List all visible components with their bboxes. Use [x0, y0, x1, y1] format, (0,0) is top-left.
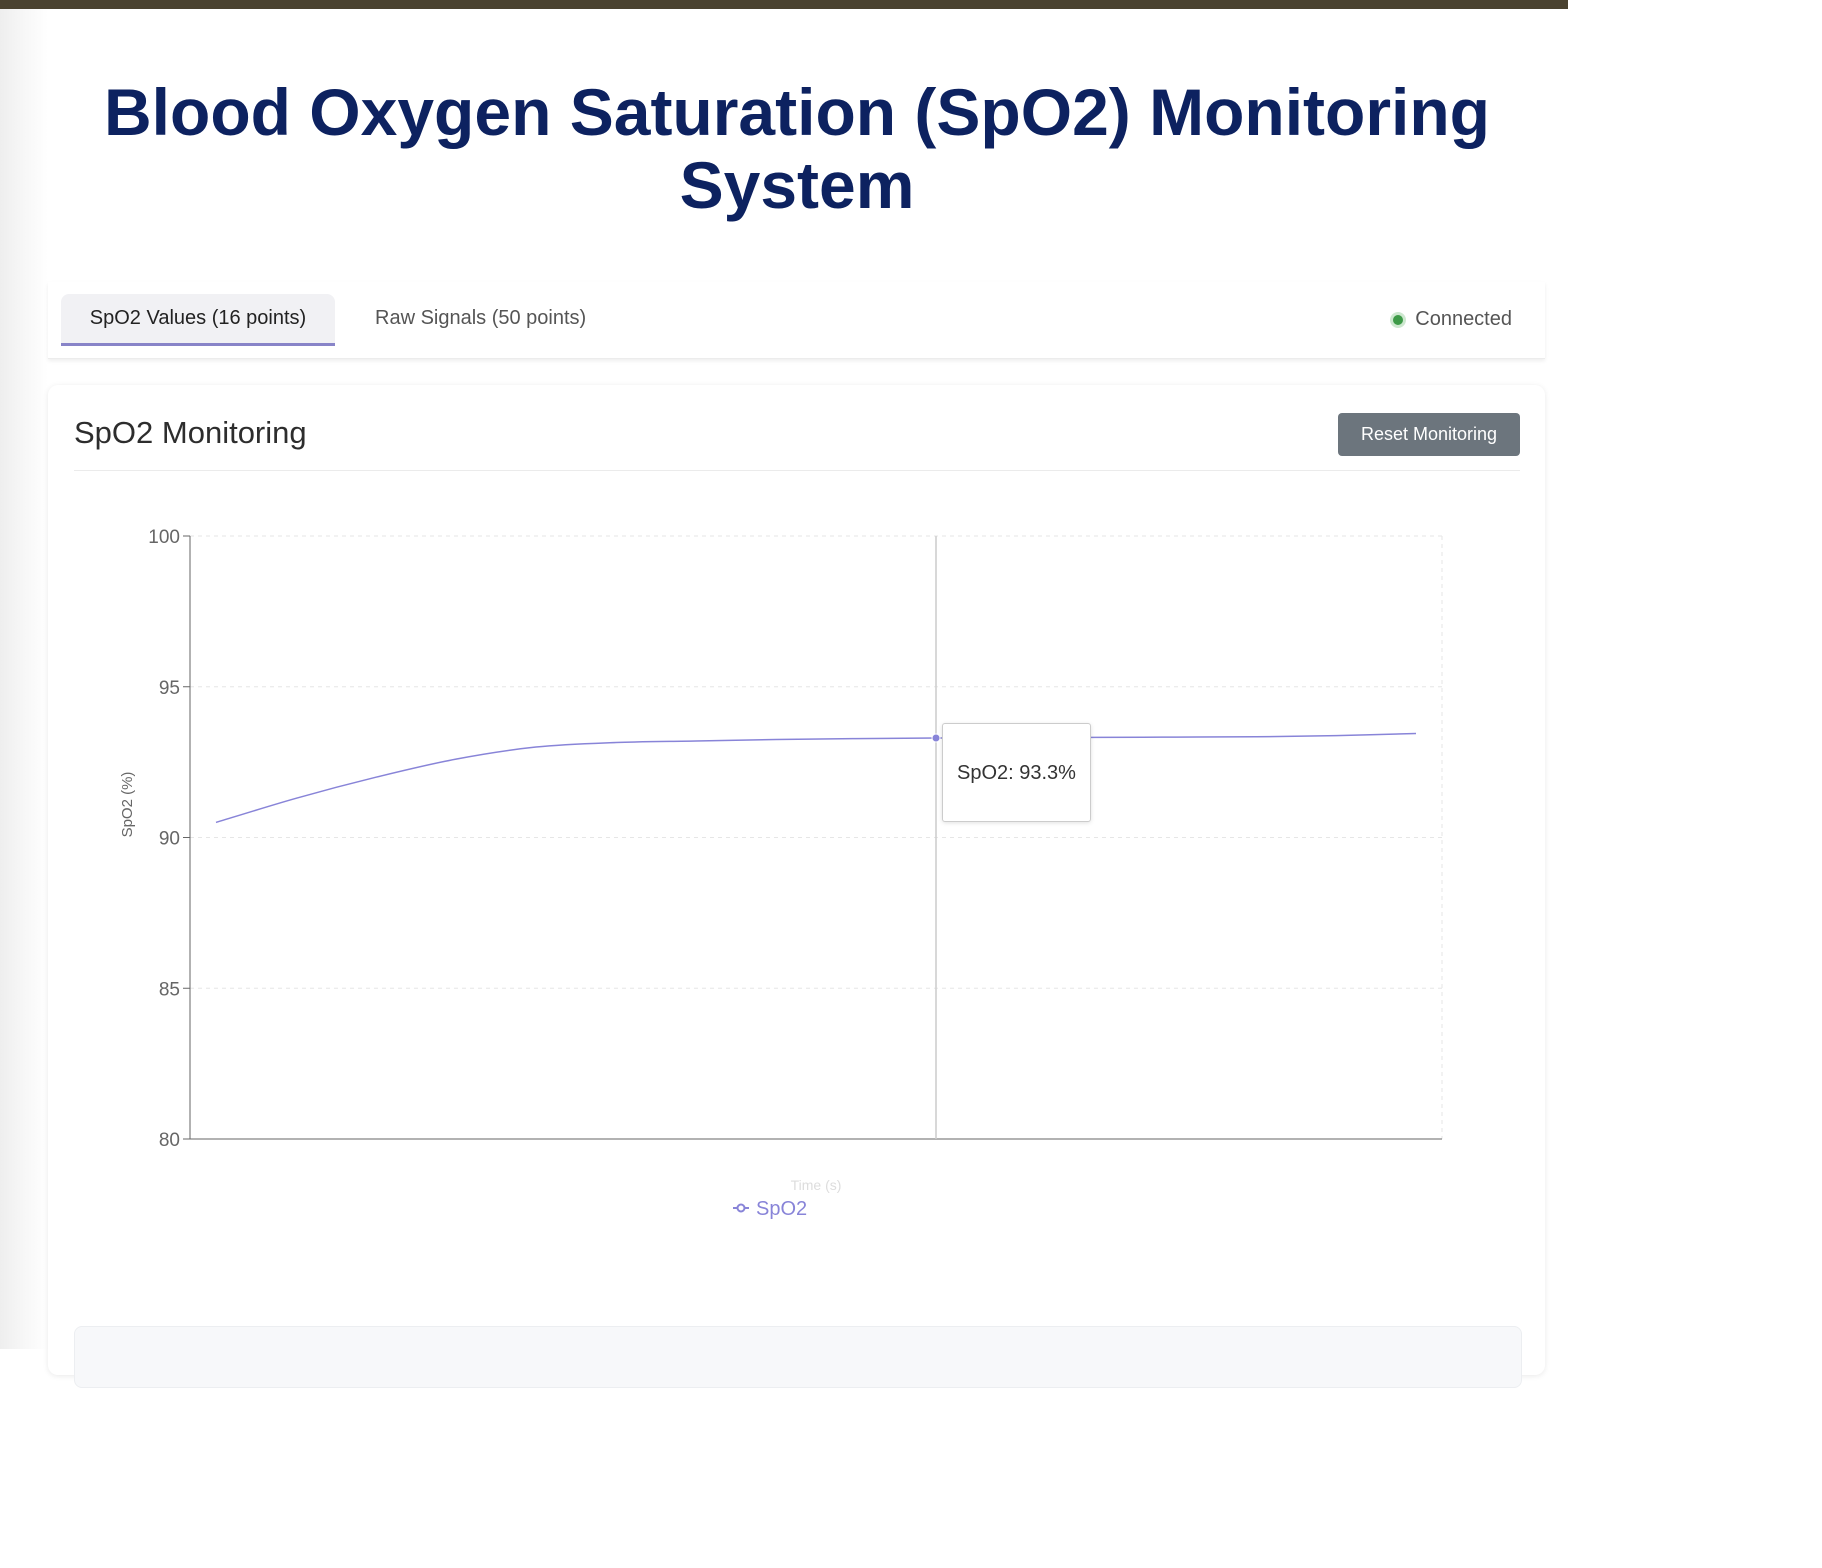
y-axis-label: SpO2 (%): [119, 772, 136, 838]
y-tick-label: 90: [159, 829, 180, 850]
connection-status: Connected: [1390, 308, 1512, 331]
active-data-point: [931, 733, 941, 743]
page-title: Blood Oxygen Saturation (SpO2) Monitorin…: [104, 75, 1490, 222]
legend-label-spo2: SpO2: [756, 1198, 807, 1220]
status-dot-icon: [1390, 311, 1407, 328]
chart-tooltip: SpO2: 93.3%: [942, 723, 1091, 822]
panel-divider: [74, 470, 1520, 471]
spo2-monitoring-panel: SpO2 Monitoring Reset Monitoring: [48, 385, 1545, 1388]
bottom-info-panel: [74, 1326, 1522, 1388]
legend-icon-dot: [736, 1203, 746, 1213]
tabs-bar: SpO2 Values (16 points) Raw Signals (50 …: [48, 282, 1545, 359]
status-label: Connected: [1415, 308, 1512, 330]
tab-spo2-values[interactable]: SpO2 Values (16 points): [61, 294, 335, 346]
tab-raw-signals[interactable]: Raw Signals (50 points): [375, 307, 587, 329]
panel-title: SpO2 Monitoring: [74, 415, 307, 450]
y-tick-label: 95: [159, 678, 180, 699]
series-line-spo2: [215, 732, 1417, 824]
reset-monitoring-button[interactable]: Reset Monitoring: [1338, 413, 1520, 456]
page-edge-shadow: [0, 9, 48, 1349]
y-tick-label: 80: [159, 1130, 180, 1151]
top-stripe: [0, 0, 1568, 9]
x-axis-label: Time (s): [791, 1177, 842, 1193]
y-tick-label: 85: [159, 979, 180, 1000]
spo2-line-chart[interactable]: 100 95 90 85 80 SpO2 (%) Time (s) SpO2: [0, 0, 1568, 1349]
y-tick-label: 100: [148, 527, 180, 548]
